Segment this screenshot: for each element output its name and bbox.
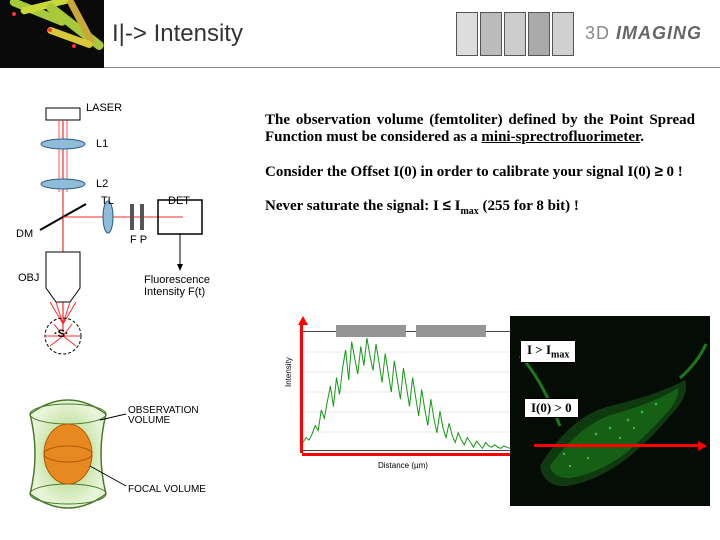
optical-path-diagram bbox=[8, 92, 248, 372]
paragraph-2: Consider the Offset I(0) in order to cal… bbox=[265, 163, 695, 181]
paragraph-1: The observation volume (femtoliter) defi… bbox=[265, 112, 695, 147]
page-title: I|-> Intensity bbox=[112, 20, 445, 48]
label-tl: TL bbox=[101, 195, 114, 207]
brand-logo: 3D IMAGING bbox=[585, 23, 702, 44]
label-dm: DM bbox=[16, 228, 33, 240]
label-obs-volume: OBSERVATION VOLUME bbox=[128, 406, 218, 426]
label-fluorescence: Fluorescence Intensity F(t) bbox=[144, 274, 234, 298]
body-text: The observation volume (femtoliter) defi… bbox=[265, 112, 695, 233]
paragraph-3: Never saturate the signal: I ≤ Imax (255… bbox=[265, 197, 695, 218]
label-det: DET bbox=[168, 195, 190, 207]
intensity-profile-chart: Intensity Distance (µm) bbox=[278, 325, 524, 475]
badge-offset: I(0) > 0 bbox=[524, 398, 579, 418]
logo-prefix: 3D bbox=[585, 23, 616, 43]
chart-y-label: Intensity bbox=[284, 357, 293, 387]
label-l2: L2 bbox=[96, 178, 108, 190]
label-s: ·S· bbox=[54, 328, 69, 340]
header-bar: I|-> Intensity 3D IMAGING bbox=[0, 0, 720, 68]
neuron-thumbnail bbox=[0, 0, 104, 68]
logo-main: IMAGING bbox=[616, 23, 702, 43]
label-laser: LASER bbox=[86, 102, 122, 114]
chart-x-label: Distance (µm) bbox=[378, 461, 428, 470]
label-fp: F P bbox=[130, 234, 147, 246]
label-l1: L1 bbox=[96, 138, 108, 150]
badge-saturation: I > Imax bbox=[520, 340, 576, 363]
label-focal-volume: FOCAL VOLUME bbox=[128, 484, 206, 495]
label-obj: OBJ bbox=[18, 272, 39, 284]
header-sample-panels bbox=[453, 9, 577, 59]
